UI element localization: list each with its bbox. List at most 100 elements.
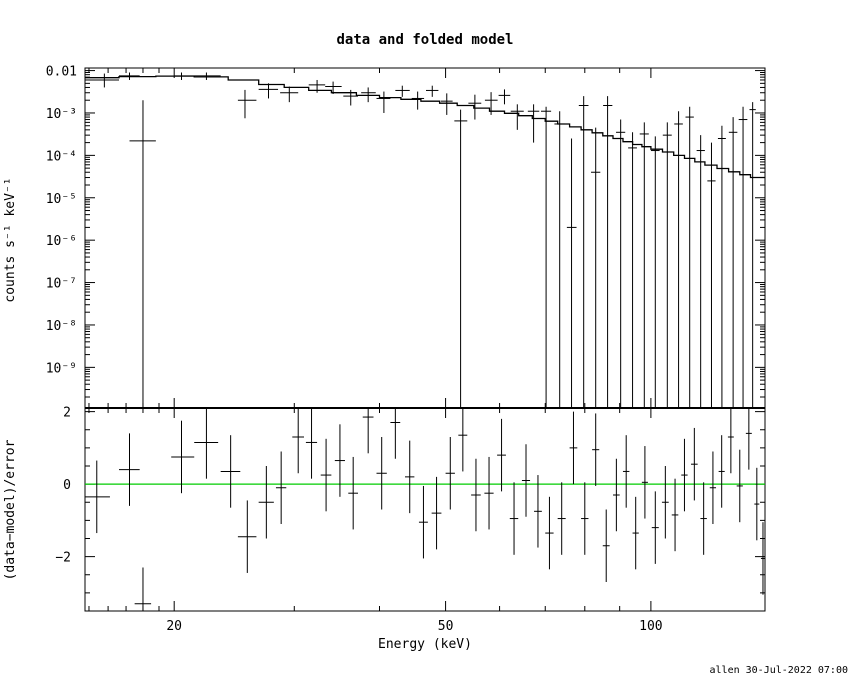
residual-point xyxy=(602,509,610,582)
data-point xyxy=(468,94,482,120)
x-tick-label: 100 xyxy=(639,619,662,634)
residual-point xyxy=(305,408,318,479)
residual-point xyxy=(671,478,679,552)
residual-point xyxy=(718,435,725,508)
residual-point xyxy=(632,496,639,570)
residual-y-tick-label: 2 xyxy=(63,406,71,421)
residual-point xyxy=(134,567,152,611)
residual-point xyxy=(509,482,519,555)
data-point xyxy=(717,125,726,408)
y-tick-label: 10⁻⁵ xyxy=(46,192,77,207)
data-point xyxy=(425,85,439,97)
residual-point xyxy=(431,476,442,550)
y-tick-label: 10⁻⁶ xyxy=(46,234,77,249)
residual-point xyxy=(484,456,494,530)
residual-y-tick-label: −2 xyxy=(55,551,71,566)
residual-point xyxy=(220,435,241,508)
data-point xyxy=(603,96,613,408)
data-point xyxy=(395,85,410,97)
residual-point xyxy=(458,408,468,472)
residual-point xyxy=(592,413,600,486)
data-point xyxy=(510,104,524,130)
residual-y-tick-label: 0 xyxy=(63,478,71,493)
data-point xyxy=(662,122,672,408)
y-tick-label: 10⁻⁷ xyxy=(46,277,77,292)
data-point xyxy=(527,104,540,143)
residual-point xyxy=(334,424,345,497)
residual-point xyxy=(521,444,531,517)
data-point xyxy=(440,93,453,115)
residual-point xyxy=(118,433,140,506)
residual-point xyxy=(171,420,195,494)
residual-point xyxy=(690,427,698,501)
data-point xyxy=(628,132,637,408)
y-tick-label: 0.01 xyxy=(46,65,77,80)
y-axis-label-bottom: (data−model)/error xyxy=(3,439,18,580)
x-axis-label: Energy (keV) xyxy=(378,637,472,652)
residual-point xyxy=(85,460,110,534)
y-tick-label: 10⁻⁴ xyxy=(46,149,77,164)
residual-point xyxy=(641,446,648,519)
data-point xyxy=(325,81,342,95)
residual-point xyxy=(348,456,358,530)
residual-point xyxy=(320,438,332,512)
residual-point xyxy=(651,491,659,564)
residual-point xyxy=(292,408,304,474)
residual-point xyxy=(557,482,566,555)
y-tick-label: 10⁻⁸ xyxy=(46,319,77,334)
data-point xyxy=(194,72,221,80)
data-point xyxy=(308,79,326,93)
data-point xyxy=(554,111,565,408)
data-point xyxy=(343,89,358,106)
residual-point xyxy=(709,451,717,524)
residual-point xyxy=(745,408,752,470)
data-point xyxy=(174,72,195,80)
x-tick-label: 50 xyxy=(438,619,454,634)
residual-point xyxy=(700,482,707,555)
data-point xyxy=(650,136,660,408)
residual-point xyxy=(736,449,743,523)
data-point xyxy=(361,87,376,103)
top-plot-frame xyxy=(84,67,766,409)
data-point xyxy=(118,72,140,80)
residual-point xyxy=(445,437,455,510)
residual-point xyxy=(237,500,257,573)
residual-point xyxy=(534,475,542,548)
residual-point xyxy=(613,458,620,532)
residual-point xyxy=(661,466,669,539)
residual-point xyxy=(362,408,374,454)
data-point xyxy=(129,100,156,408)
bottom-plot-frame xyxy=(84,407,766,612)
residual-point xyxy=(760,522,765,595)
data-point xyxy=(454,109,468,408)
data-point xyxy=(578,96,589,408)
data-point xyxy=(411,91,425,110)
model-step-line xyxy=(85,75,765,179)
data-point xyxy=(280,86,299,103)
residual-point xyxy=(405,440,415,514)
top-panel: 0.01 10⁻³ 10⁻⁴ 10⁻⁵ 10⁻⁶ 10⁻⁷ 10⁻⁸ 10⁻⁹ xyxy=(46,65,766,409)
chart-title: data and folded model xyxy=(336,32,513,48)
residual-point xyxy=(497,418,506,492)
residual-point xyxy=(194,408,219,479)
residual-point xyxy=(390,408,401,459)
data-point xyxy=(738,106,748,408)
data-point xyxy=(258,83,279,99)
residual-point xyxy=(376,437,387,510)
data-point xyxy=(591,127,601,408)
data-point xyxy=(484,92,498,115)
data-point xyxy=(707,142,716,408)
data-point xyxy=(566,138,577,408)
data-point xyxy=(674,111,683,408)
data-point xyxy=(616,119,626,408)
residual-point xyxy=(258,466,274,539)
footer-credit: allen 30-Jul-2022 07:00 xyxy=(710,665,848,676)
y-tick-label: 10⁻³ xyxy=(46,107,77,122)
x-tick-label: 20 xyxy=(166,619,182,634)
data-point xyxy=(696,135,705,408)
y-axis-label-top: counts s⁻¹ keV⁻¹ xyxy=(3,177,18,302)
data-point xyxy=(88,73,119,88)
data-point xyxy=(685,106,694,408)
